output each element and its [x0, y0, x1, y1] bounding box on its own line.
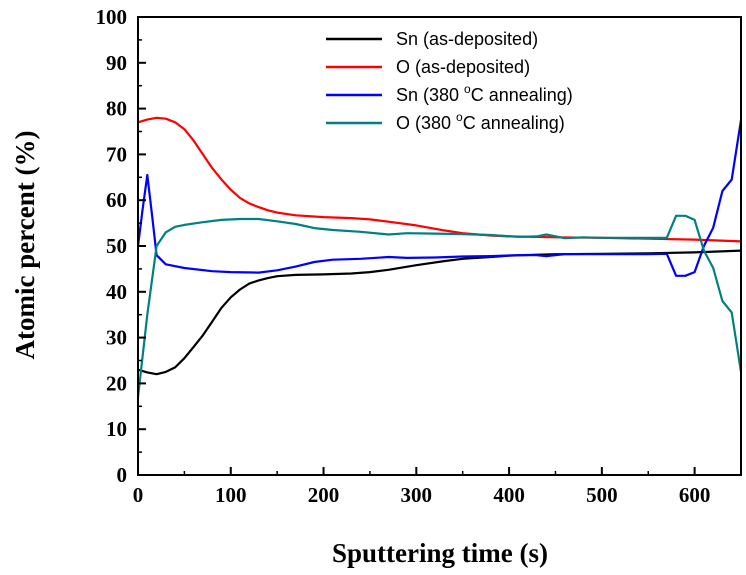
- legend: Sn (as-deposited) O (as-deposited) Sn (380…: [326, 29, 573, 133]
- y-tick-label: 100: [96, 5, 128, 29]
- y-tick-label: 90: [106, 51, 127, 75]
- y-tick-label: 70: [106, 142, 127, 166]
- y-tick-label: 30: [106, 326, 127, 350]
- legend-label-3: Sn (380 oC annealing): [396, 82, 573, 105]
- y-tick-label: 40: [106, 280, 127, 304]
- plot-lines: [136, 116, 743, 398]
- y-tick-label: 50: [106, 234, 127, 258]
- ticks: [137, 16, 696, 476]
- x-tick-label: 100: [215, 483, 247, 507]
- tick-labels: 0 100 200 300 400 500 600 0 10 20 30 40 50 60 70 80 90 10…: [96, 5, 711, 507]
- x-tick-label: 0: [133, 483, 144, 507]
- series-line-2: [137, 116, 742, 243]
- series-line-4: [136, 214, 743, 398]
- y-tick-label: 80: [106, 97, 127, 121]
- legend-label-1: Sn (as-deposited): [396, 29, 538, 49]
- x-tick-label: 500: [586, 483, 618, 507]
- series-line-1: [137, 249, 742, 376]
- x-tick-label: 400: [493, 483, 525, 507]
- legend-label-4: O (380 oC annealing): [396, 110, 565, 133]
- legend-label-2: O (as-deposited): [396, 57, 530, 77]
- x-tick-label: 200: [308, 483, 340, 507]
- series-line-3: [136, 119, 743, 277]
- y-tick-label: 0: [117, 463, 128, 487]
- y-tick-label: 60: [106, 188, 127, 212]
- y-axis-title: Atomic percent (%): [10, 131, 40, 360]
- x-tick-label: 600: [679, 483, 711, 507]
- y-tick-label: 20: [106, 371, 127, 395]
- x-tick-label: 300: [401, 483, 433, 507]
- y-tick-label: 10: [106, 417, 127, 441]
- x-axis-title: Sputtering time (s): [332, 538, 548, 568]
